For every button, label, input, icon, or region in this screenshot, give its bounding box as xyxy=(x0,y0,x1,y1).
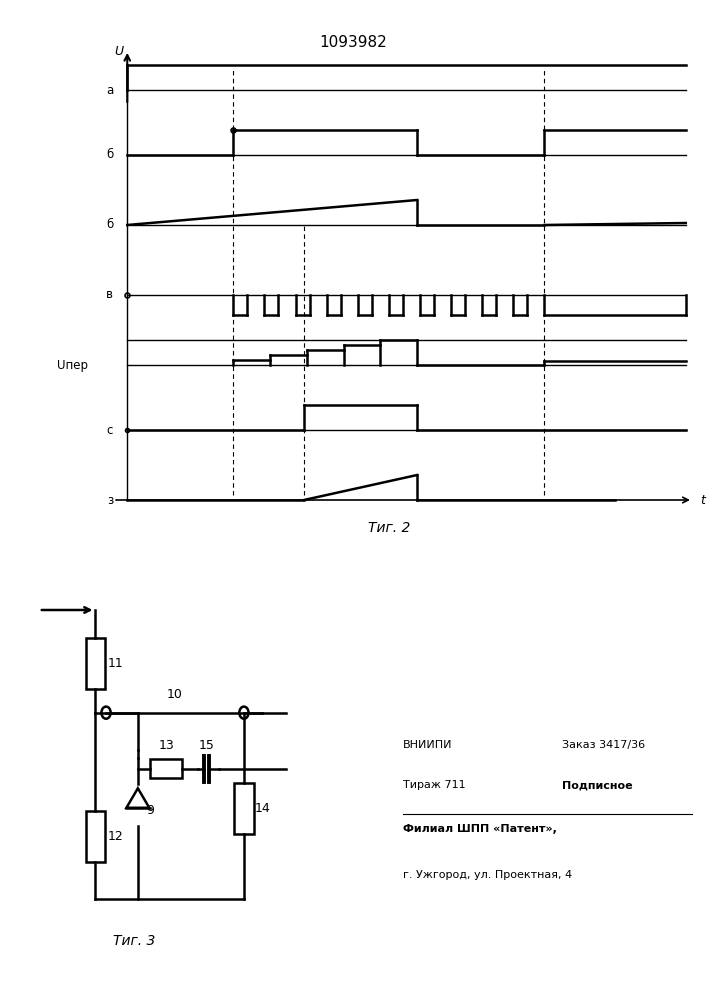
Text: с: с xyxy=(107,424,113,436)
Text: 11: 11 xyxy=(108,657,124,670)
Text: в: в xyxy=(106,288,113,302)
Bar xyxy=(150,759,182,778)
Text: 1093982: 1093982 xyxy=(320,35,387,50)
Text: a: a xyxy=(106,84,113,97)
Text: б: б xyxy=(106,219,113,232)
Text: Uпер: Uпер xyxy=(57,359,88,371)
Bar xyxy=(234,783,254,834)
Text: U: U xyxy=(115,45,124,58)
Text: 13: 13 xyxy=(158,739,174,752)
Text: Τиг. 2: Τиг. 2 xyxy=(368,521,410,535)
Text: Подписное: Подписное xyxy=(563,780,633,790)
Text: Филиал ШПП «Патент»,: Филиал ШПП «Патент», xyxy=(403,824,557,834)
Text: 12: 12 xyxy=(108,830,124,843)
Text: Заказ 3417/36: Заказ 3417/36 xyxy=(563,740,645,750)
Text: Тираж 711: Тираж 711 xyxy=(403,780,466,790)
Text: з: з xyxy=(107,493,113,506)
Text: 10: 10 xyxy=(167,688,183,701)
Text: ВНИИПИ: ВНИИПИ xyxy=(403,740,452,750)
Text: 14: 14 xyxy=(255,802,270,815)
Bar xyxy=(86,638,105,689)
Text: t: t xyxy=(700,493,705,506)
Text: б: б xyxy=(106,148,113,161)
Bar xyxy=(86,811,105,862)
Text: 9: 9 xyxy=(147,804,155,817)
Text: 15: 15 xyxy=(199,739,215,752)
Text: Τиг. 3: Τиг. 3 xyxy=(113,934,156,948)
Text: г. Ужгород, ул. Проектная, 4: г. Ужгород, ул. Проектная, 4 xyxy=(403,870,572,880)
